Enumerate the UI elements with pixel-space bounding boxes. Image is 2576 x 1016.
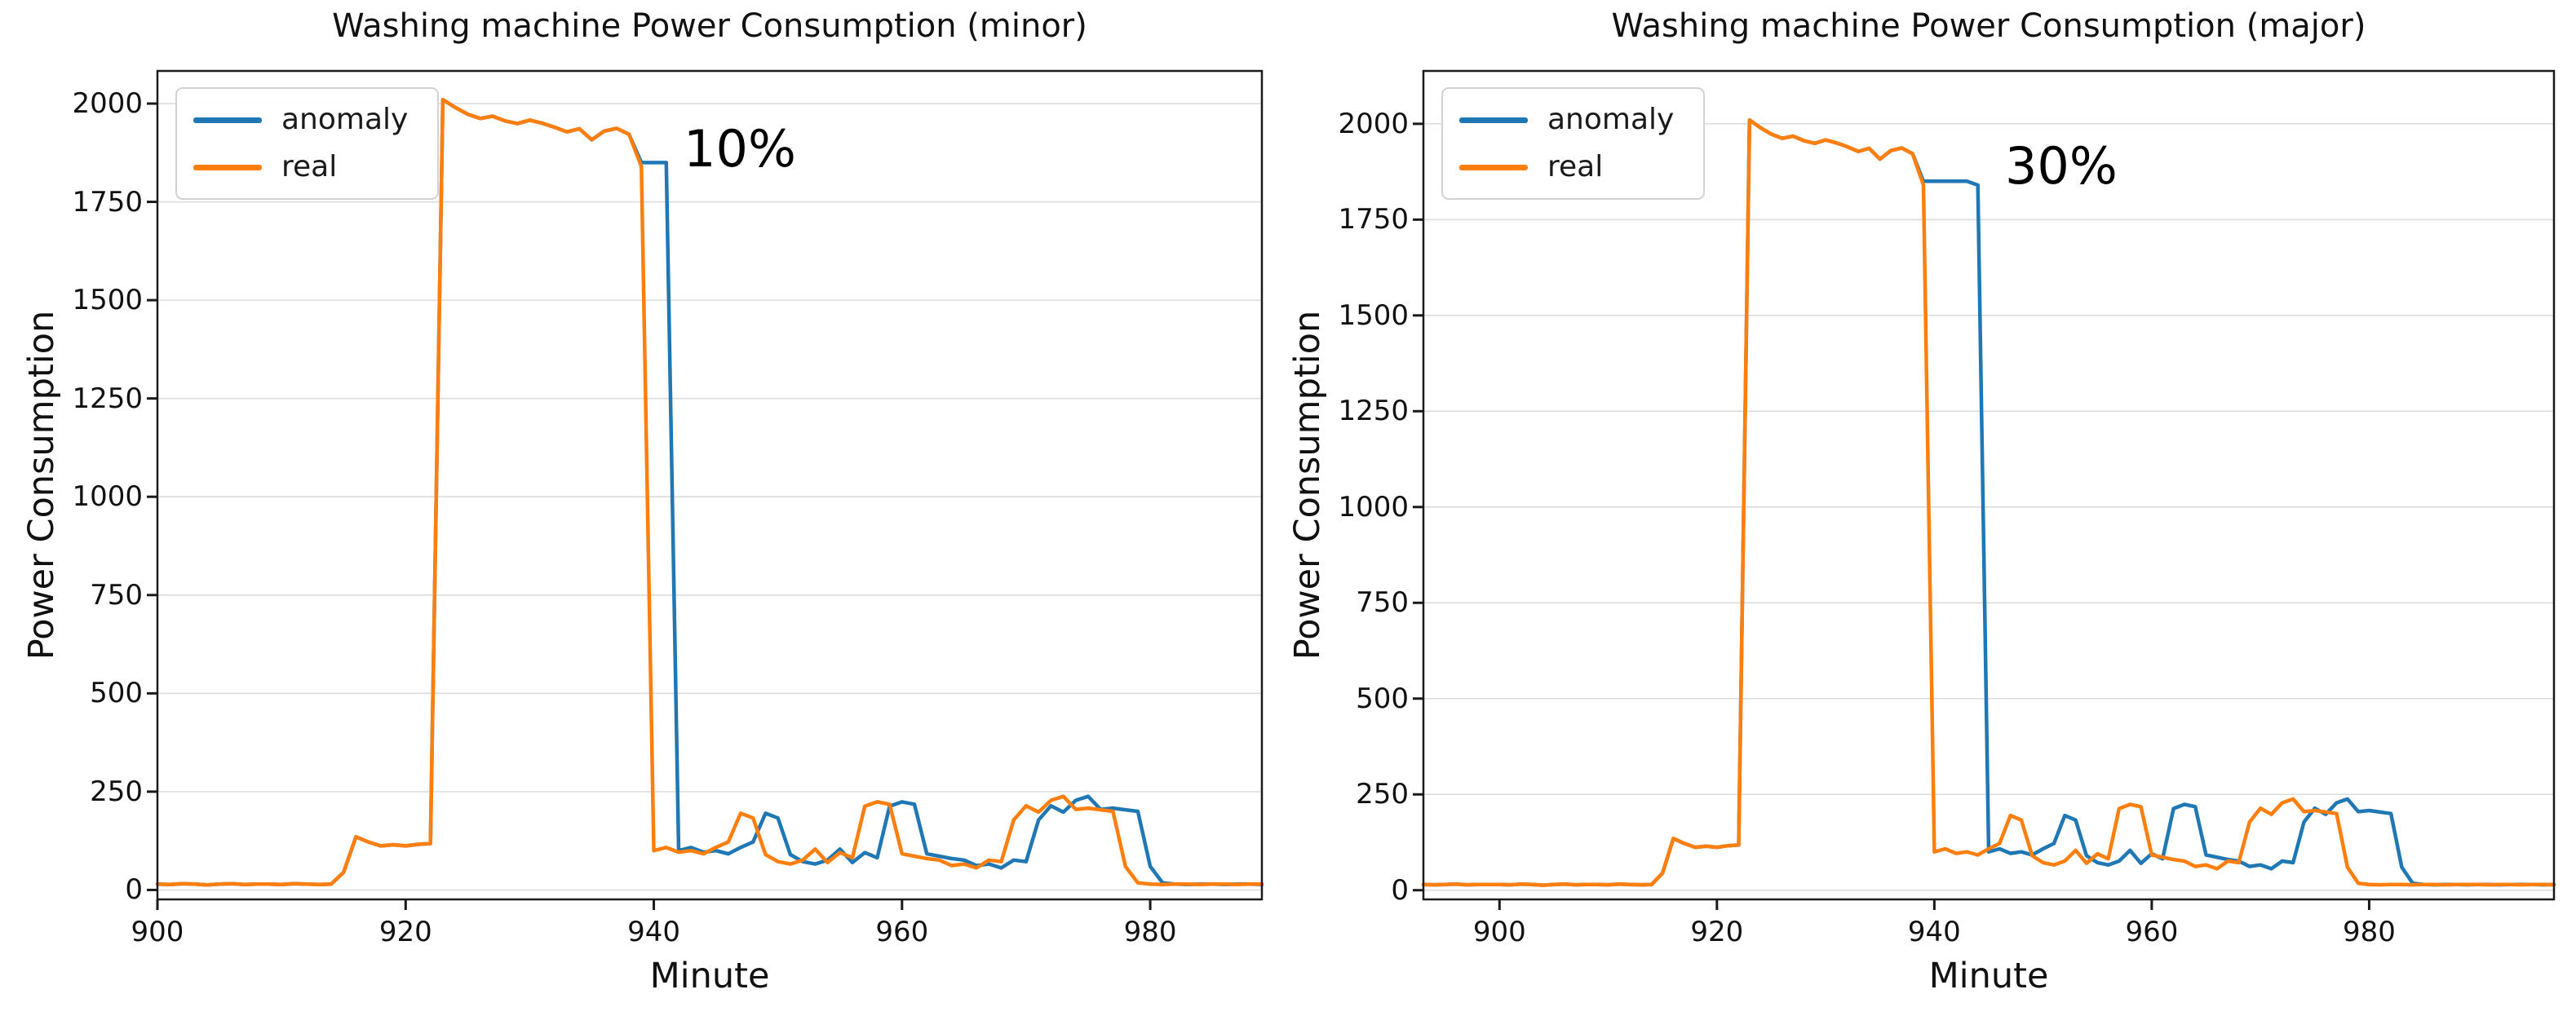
- x-tick-label: 900: [131, 916, 184, 948]
- legend-label-anomaly: anomaly: [281, 103, 409, 136]
- x-tick-label: 960: [2125, 916, 2179, 948]
- y-tick-label: 1000: [72, 480, 143, 514]
- y-tick-label: 1250: [1338, 395, 1409, 428]
- annotation-text: 10%: [684, 118, 796, 179]
- y-axis-label: Power Consumption: [21, 310, 62, 660]
- x-tick-label: 940: [1907, 916, 1961, 948]
- legend-item-real: real: [1459, 149, 1674, 185]
- series-line-real: [155, 97, 1264, 887]
- y-tick-label: 2000: [1338, 107, 1409, 140]
- y-tick-label: 0: [1391, 873, 1409, 907]
- legend-label-real: real: [1547, 150, 1604, 183]
- legend-swatch-anomaly: [1459, 117, 1528, 123]
- y-tick-label: 1250: [72, 382, 143, 415]
- legend-item-real: real: [193, 149, 408, 185]
- y-tick-label: 2000: [72, 87, 143, 121]
- x-tick-label: 960: [875, 916, 929, 948]
- series-line-real: [1421, 117, 2556, 887]
- chart-title: Washing machine Power Consumption (minor…: [332, 7, 1087, 45]
- series-line-anomaly: [1421, 117, 2556, 887]
- y-tick-label: 1750: [72, 185, 143, 219]
- y-tick-label: 250: [90, 775, 143, 808]
- legend-swatch-real: [193, 164, 262, 170]
- y-axis-label: Power Consumption: [1287, 310, 1328, 660]
- chart-title: Washing machine Power Consumption (major…: [1611, 7, 2366, 45]
- legend-item-anomaly: anomaly: [1459, 102, 1674, 138]
- legend-item-anomaly: anomaly: [193, 102, 408, 138]
- legend: anomaly real: [1441, 87, 1706, 200]
- x-axis-label: Minute: [649, 956, 770, 996]
- x-tick-label: 920: [378, 916, 432, 948]
- y-tick-label: 750: [1356, 586, 1409, 620]
- y-tick-label: 500: [1356, 682, 1409, 715]
- y-tick-label: 1500: [72, 284, 143, 317]
- x-tick-label: 940: [627, 916, 680, 948]
- x-tick-label: 900: [1472, 916, 1526, 948]
- legend: anomaly real: [175, 87, 440, 200]
- plot-spines: [156, 69, 1264, 901]
- series-line-anomaly: [155, 97, 1264, 887]
- y-tick-label: 1000: [1338, 490, 1409, 523]
- y-tick-label: 250: [1356, 778, 1409, 811]
- y-tick-label: 500: [90, 677, 143, 710]
- annotation-text: 30%: [2004, 135, 2118, 196]
- legend-swatch-anomaly: [193, 117, 262, 123]
- x-tick-label: 980: [2342, 916, 2396, 948]
- x-tick-label: 980: [1123, 916, 1177, 948]
- legend-label-real: real: [281, 150, 338, 183]
- legend-swatch-real: [1459, 164, 1528, 170]
- x-tick-label: 920: [1690, 916, 1744, 948]
- y-tick-label: 0: [125, 873, 143, 907]
- x-axis-label: Minute: [1928, 956, 2049, 996]
- y-tick-label: 1750: [1338, 203, 1409, 236]
- legend-label-anomaly: anomaly: [1547, 103, 1675, 136]
- y-tick-label: 750: [90, 578, 143, 612]
- plot-spines: [1422, 69, 2556, 901]
- y-tick-label: 1500: [1338, 298, 1409, 332]
